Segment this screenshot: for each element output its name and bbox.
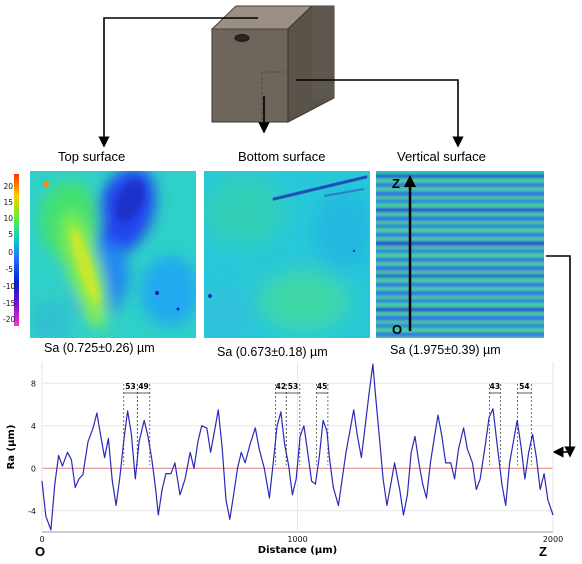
- surface-stripe: [376, 312, 544, 315]
- surface-stripe: [376, 249, 544, 253]
- surface-stripe: [376, 279, 544, 282]
- z-axis-label: Z: [392, 176, 400, 191]
- surface-stripe: [376, 208, 544, 213]
- surface-stripe: [376, 212, 544, 215]
- surface-stripe: [376, 175, 544, 178]
- panel-title-top: Top surface: [58, 149, 126, 164]
- surface-stripe: [376, 254, 544, 257]
- panel-title-bottom: Bottom surface: [238, 149, 326, 164]
- surface-stripe: [376, 191, 544, 197]
- surface-stripe: [376, 337, 544, 338]
- surface-stripe: [376, 291, 544, 297]
- spacing-label: 43: [490, 382, 500, 391]
- spacing-label: 45: [317, 382, 327, 391]
- sa-label-top: Sa (0.725±0.26) µm: [44, 341, 155, 355]
- scale-tick: 10: [3, 214, 13, 223]
- y-tick-label: -4: [28, 507, 36, 516]
- spacing-label: 49: [138, 382, 148, 391]
- spacing-label: 54: [519, 382, 529, 391]
- scale-tick: -10: [3, 282, 16, 291]
- surface-stripe: [376, 274, 544, 278]
- surface-stripe: [376, 295, 544, 298]
- surface-stripe: [376, 216, 544, 222]
- surface-stripe: [376, 196, 544, 199]
- surface-stripe: [376, 287, 544, 290]
- surface-stripe: [376, 320, 544, 323]
- surface-stripe: [376, 204, 544, 207]
- surface-stripe: [376, 237, 544, 240]
- sa-label-bottom: Sa (0.673±0.18) µm: [217, 345, 328, 359]
- x-axis-label: Distance (µm): [258, 545, 337, 556]
- spacing-label: 42: [276, 382, 286, 391]
- sa-label-vertical: Sa (1.975±0.39) µm: [390, 343, 501, 357]
- x-start-label: O: [35, 544, 45, 559]
- x-end-label: Z: [539, 544, 547, 559]
- y-tick-label: 0: [31, 464, 36, 473]
- x-tick-label: 0: [39, 535, 44, 544]
- scale-tick: -20: [3, 315, 16, 324]
- surface-stripe: [376, 328, 544, 331]
- y-tick-label: 8: [31, 379, 36, 388]
- spacing-label: 53: [288, 382, 298, 391]
- x-tick-label: 1000: [287, 535, 307, 544]
- surface-stripe: [376, 179, 544, 182]
- surface-stripe: [376, 183, 544, 188]
- surface-stripe: [376, 187, 544, 190]
- x-tick-label: 2000: [543, 535, 563, 544]
- surface-stripe: [376, 307, 544, 312]
- bottom-surface-map: [204, 171, 370, 338]
- surface-stripe: [376, 262, 544, 265]
- color-scale: 20 15 10 5 0 -5 -10 -15 -20: [0, 172, 26, 340]
- y-tick-label: 4: [31, 422, 36, 431]
- profile-line: [41, 363, 554, 531]
- panel-title-vertical: Vertical surface: [397, 149, 486, 164]
- y-axis-label: Ra (µm): [6, 425, 17, 470]
- scale-tick: 15: [3, 198, 13, 207]
- surface-stripe: [376, 233, 544, 238]
- surface-stripe: [376, 299, 544, 303]
- surface-stripe: [376, 324, 544, 328]
- spacing-label: 53: [125, 382, 135, 391]
- surface-stripe: [376, 229, 544, 232]
- scale-tick: 0: [8, 248, 13, 257]
- scale-tick: -5: [5, 265, 13, 274]
- surface-stripe: [376, 224, 544, 228]
- scale-tick: 20: [3, 182, 13, 191]
- top-surface-map: [30, 171, 196, 338]
- surface-stripe: [376, 221, 544, 223]
- surface-stripe: [376, 282, 544, 287]
- surface-stripe: [376, 304, 544, 306]
- color-scale-bar: [14, 174, 19, 326]
- surface-stripe: [376, 270, 544, 273]
- scale-tick: -15: [3, 299, 16, 308]
- surface-stripe: [376, 245, 544, 248]
- surface-stripe: [376, 241, 544, 247]
- surface-stripe: [376, 332, 544, 337]
- surface-stripe: [376, 266, 544, 272]
- surface-stripe: [376, 199, 544, 203]
- surface-stripe: [376, 258, 544, 262]
- o-axis-label: O: [392, 322, 403, 337]
- vertical-surface-map: [376, 171, 544, 338]
- scale-tick: 5: [8, 230, 13, 239]
- surface-stripe: [376, 316, 544, 322]
